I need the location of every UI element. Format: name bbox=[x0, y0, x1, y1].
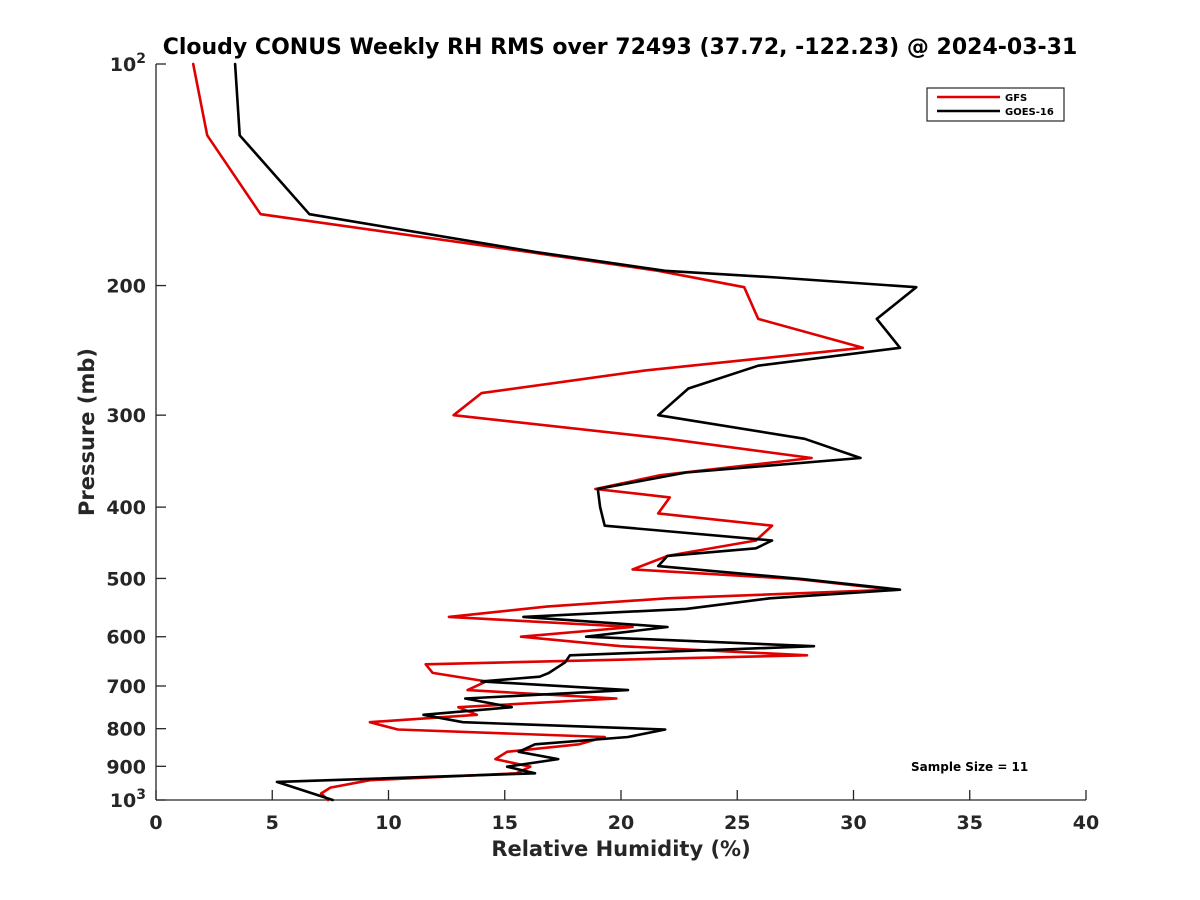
y-tick-label: 500 bbox=[106, 568, 146, 590]
series-line-gfs bbox=[191, 62, 895, 802]
legend-box bbox=[926, 87, 1065, 122]
x-tick-label: 25 bbox=[724, 812, 750, 834]
x-tick-label: 40 bbox=[1073, 812, 1099, 834]
legend: GFS GOES-16 bbox=[926, 87, 1065, 122]
y-tick-label: 800 bbox=[106, 719, 146, 741]
y-tick-label: 400 bbox=[106, 497, 146, 519]
series-layer bbox=[191, 62, 918, 802]
y-tick-label: 103 bbox=[110, 787, 146, 812]
series-line-goes16 bbox=[233, 62, 918, 802]
sample-size-annotation: Sample Size = 11 bbox=[911, 760, 1028, 774]
legend-label-goes16: GOES-16 bbox=[1005, 107, 1054, 118]
legend-label-gfs: GFS bbox=[1005, 93, 1027, 104]
x-tick-label: 20 bbox=[608, 812, 634, 834]
x-tick-label: 15 bbox=[492, 812, 518, 834]
x-tick-label: 30 bbox=[840, 812, 866, 834]
y-axis-ticks: 200 300 400 500 600 700 800 900 102 103 bbox=[106, 51, 166, 812]
y-tick-label: 200 bbox=[106, 276, 146, 298]
y-tick-label: 600 bbox=[106, 627, 146, 649]
x-axis-ticks: 0 5 10 15 20 25 30 35 40 bbox=[149, 790, 1099, 834]
y-tick-label: 102 bbox=[110, 51, 146, 76]
x-tick-label: 0 bbox=[149, 812, 162, 834]
x-tick-label: 35 bbox=[957, 812, 983, 834]
y-tick-label: 700 bbox=[106, 676, 146, 698]
x-tick-label: 10 bbox=[375, 812, 401, 834]
y-tick-label: 900 bbox=[106, 756, 146, 778]
x-tick-label: 5 bbox=[266, 812, 279, 834]
y-axis-label: Pressure (mb) bbox=[75, 348, 99, 516]
y-tick-label: 300 bbox=[106, 405, 146, 427]
chart-title: Cloudy CONUS Weekly RH RMS over 72493 (3… bbox=[163, 35, 1078, 60]
x-axis-label: Relative Humidity (%) bbox=[491, 837, 750, 861]
